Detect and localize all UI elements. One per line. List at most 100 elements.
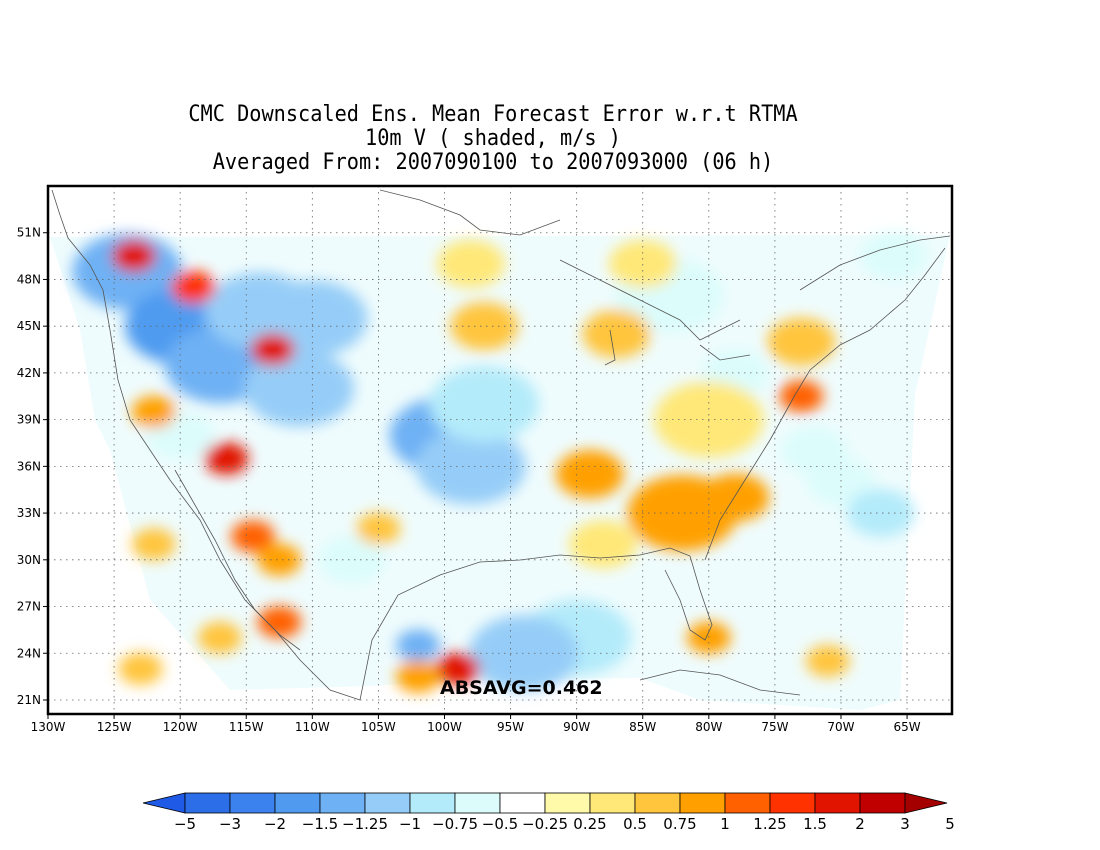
lon-tick-label-4: 110W (295, 720, 330, 734)
shaded-blob-15 (846, 489, 915, 538)
colorbar-label-6: −0.75 (432, 815, 478, 833)
colorbar-label-10: 0.5 (623, 815, 647, 833)
lon-tick-label-1: 125W (97, 720, 132, 734)
colorbar-swatch-6 (409, 792, 456, 814)
lat-tick-labels: 51N 48N 45N 42N 39N 36N 33N 30N 27N 24N 21N (17, 226, 48, 707)
colorbar-swatch-4 (319, 792, 366, 814)
colorbar-label-5: −1 (399, 815, 421, 833)
colorbar-label-4: −1.25 (342, 815, 388, 833)
pacific-coastline (51, 189, 361, 701)
colorbar: −5 −3 −2 −1.5 −1.25 −1 −0.75 −0.5 −0.25 0.25 0.5 0.… (142, 792, 955, 833)
shaded-blob-25 (230, 520, 275, 553)
shaded-blob-22 (250, 333, 295, 366)
shaded-blob-46 (118, 652, 163, 685)
shaded-blob-43 (767, 317, 836, 366)
shaded-blob-17 (780, 426, 849, 475)
shaded-blob-41 (436, 239, 505, 288)
lat-tick-label-2: 45N (17, 319, 41, 333)
lon-tick-label-9: 85W (629, 720, 656, 734)
lon-tick-label-3: 115W (229, 720, 264, 734)
shaded-blob-11 (396, 629, 441, 662)
shaded-blob-30 (450, 302, 519, 351)
lat-tick-label-8: 27N (17, 600, 41, 614)
shaded-field (72, 232, 928, 693)
colorbar-swatch-11 (634, 792, 681, 814)
shaded-blob-16 (859, 232, 928, 281)
shaded-blob-20 (111, 240, 156, 273)
shaded-blob-37 (686, 621, 731, 654)
great-lakes (559, 259, 751, 366)
shaded-blob-26 (257, 606, 302, 639)
lon-tick-label-7: 95W (497, 720, 524, 734)
shaded-blob-10 (468, 615, 579, 692)
shaded-blob-44 (131, 528, 176, 561)
shaded-blob-34 (779, 380, 824, 413)
lat-tick-label-3: 42N (17, 366, 41, 380)
lat-tick-label-6: 33N (17, 506, 41, 520)
lon-tick-label-5: 105W (361, 720, 396, 734)
colorbar-swatch-13 (724, 792, 771, 814)
absavg-annotation: ABSAVG=0.462 (440, 677, 603, 699)
cuba-coastline (639, 669, 801, 696)
lon-tick-label-2: 120W (163, 720, 198, 734)
colorbar-swatch-10 (589, 792, 636, 814)
lon-tick-label-6: 100W (427, 720, 462, 734)
colorbar-label-15: 2 (855, 815, 865, 833)
colorbar-swatch-15 (814, 792, 861, 814)
lat-tick-label-0: 51N (17, 226, 41, 240)
colorbar-swatch-16 (859, 792, 906, 814)
colorbar-arrow-low (142, 792, 186, 814)
colorbar-label-14: 1.5 (803, 815, 827, 833)
colorbar-swatch-3 (274, 792, 321, 814)
lat-tick-label-10: 21N (17, 693, 41, 707)
shaded-blob-28 (435, 652, 480, 685)
lat-tick-label-1: 48N (17, 272, 41, 286)
shaded-blob-27 (257, 543, 302, 576)
colorbar-label-17: 5 (945, 815, 955, 833)
colorbar-label-16: 3 (900, 815, 910, 833)
shaded-blob-33 (701, 473, 770, 522)
lat-tick-label-7: 30N (17, 553, 41, 567)
shaded-blob-8 (429, 366, 540, 443)
colorbar-label-9: 0.25 (573, 815, 606, 833)
colorbar-label-2: −2 (264, 815, 286, 833)
atlantic-coastline (704, 247, 946, 561)
shaded-blob-39 (569, 520, 638, 569)
baja-coastline (174, 469, 301, 651)
colorbar-label-3: −1.5 (302, 815, 338, 833)
shaded-blob-31 (555, 450, 624, 499)
shaded-blob-23 (204, 442, 249, 475)
colorbar-label-7: −0.5 (482, 815, 518, 833)
colorbar-label-13: 1.25 (753, 815, 786, 833)
shaded-blob-45 (197, 621, 242, 654)
colorbar-swatch-12 (679, 792, 726, 814)
shaded-blob-29 (396, 660, 441, 693)
lon-tick-label-10: 80W (695, 720, 722, 734)
colorbar-label-0: −5 (174, 815, 196, 833)
lon-tick-label-0: 130W (31, 720, 66, 734)
lon-tick-label-13: 65W (893, 720, 920, 734)
lon-tick-label-8: 90W (563, 720, 590, 734)
colorbar-swatch-1 (184, 792, 231, 814)
shaded-blob-7 (415, 428, 526, 505)
map-frame (46, 184, 954, 716)
title-line-1: CMC Downscaled Ens. Mean Forecast Error … (188, 102, 798, 127)
title-line-3: Averaged From: 2007090100 to 2007093000 … (212, 150, 774, 175)
hudson-bay-coast (379, 189, 561, 236)
colorbar-label-12: 1 (720, 815, 730, 833)
colorbar-swatch-2 (229, 792, 276, 814)
shaded-blob-5 (244, 350, 355, 427)
coastlines (51, 189, 951, 701)
colorbar-label-11: 0.75 (663, 815, 696, 833)
lat-tick-label-4: 39N (17, 413, 41, 427)
lat-tick-label-5: 36N (17, 459, 41, 473)
shaded-blob-24 (131, 395, 176, 428)
lon-tick-labels: 130W 125W 120W 115W 110W 105W 100W 95W 90W 85W 80W… (31, 714, 921, 734)
shaded-blob-38 (805, 645, 850, 678)
lat-tick-label-9: 24N (17, 646, 41, 660)
lon-tick-label-11: 75W (761, 720, 788, 734)
lon-tick-label-12: 70W (827, 720, 854, 734)
st-lawrence (799, 235, 951, 291)
gulf-coastline (359, 547, 713, 701)
